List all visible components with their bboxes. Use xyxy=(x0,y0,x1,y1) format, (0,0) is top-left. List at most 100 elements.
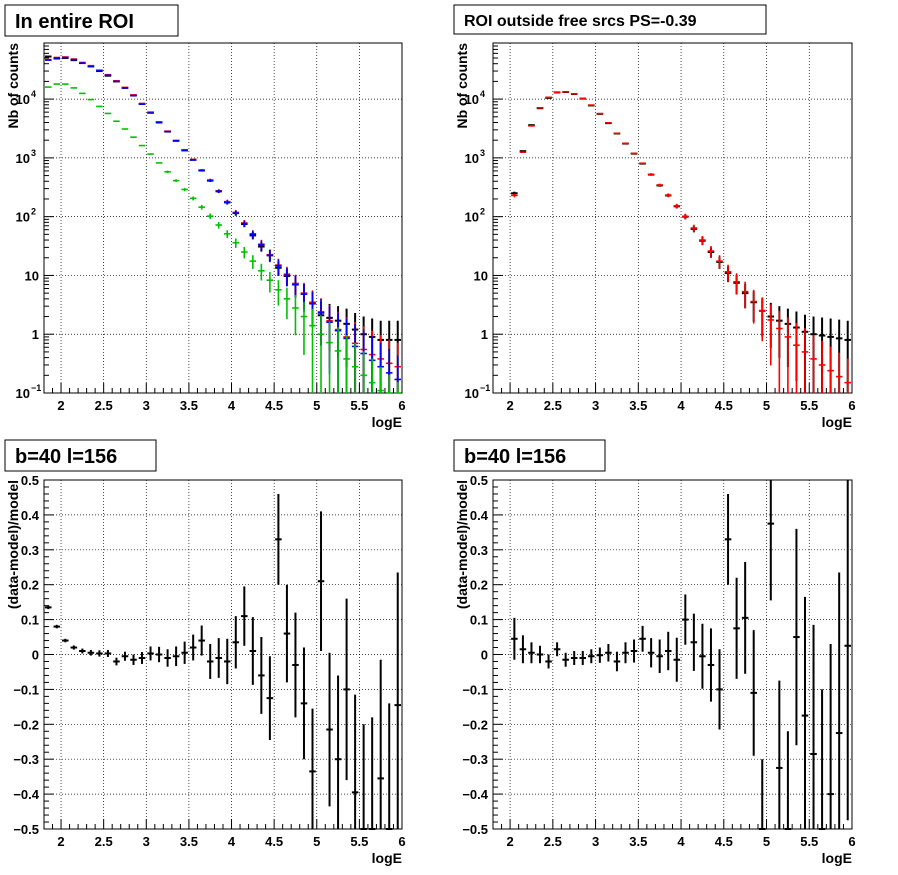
y-tick-exponent: 2 xyxy=(480,207,485,217)
panel-residuals-left: 2 2.5 3 3.5 4 4.5 5 5.5 6 −0.5 −0.4 −0.3 −0.2 −0.1 0 0.… xyxy=(4,439,406,866)
y-tick-label: 0.3 xyxy=(21,543,39,558)
y-tick-label: −0.3 xyxy=(13,752,39,767)
grid-lines xyxy=(44,43,403,394)
axis-ticks xyxy=(43,42,403,394)
y-tick-label: −0.3 xyxy=(462,752,488,767)
y-tick-exponent: −1 xyxy=(31,383,41,393)
x-tick-label: 4 xyxy=(228,398,236,413)
x-tick-label: 4 xyxy=(677,398,685,413)
plot-frame xyxy=(43,479,403,830)
x-tick-label: 2.5 xyxy=(544,834,562,849)
grid-lines xyxy=(44,479,403,830)
x-tick-label: 5.5 xyxy=(800,398,818,413)
y-tick-label: 0 xyxy=(32,648,39,663)
title-box xyxy=(4,439,157,472)
chart-title: ROI outside free srcs PS=-0.39 xyxy=(464,13,697,30)
y-tick-exponent: 3 xyxy=(480,148,485,158)
title-box xyxy=(453,4,767,35)
y-tick-label: −0.4 xyxy=(13,787,39,802)
y-tick-label: −0.2 xyxy=(462,717,488,732)
y-tick-exponent: 4 xyxy=(31,89,36,99)
x-tick-label: 4.5 xyxy=(715,834,733,849)
x-tick-label: 5 xyxy=(313,398,320,413)
x-tick-label: 4.5 xyxy=(265,834,283,849)
title-box xyxy=(453,439,606,472)
y-tick-label: 10 xyxy=(16,151,30,166)
series-model xyxy=(45,56,401,393)
x-tick-label: 4 xyxy=(677,834,685,849)
x-tick-label: 2.5 xyxy=(95,834,113,849)
axis-ticks xyxy=(492,42,853,394)
x-tick-label: 4.5 xyxy=(715,398,733,413)
y-tick-label: 0.1 xyxy=(21,613,39,628)
y-tick-label: 0.4 xyxy=(21,508,40,523)
y-tick-label: 0.5 xyxy=(21,473,39,488)
x-tick-label: 3.5 xyxy=(180,398,198,413)
x-tick-label: 3 xyxy=(592,834,599,849)
data-marks xyxy=(511,480,851,830)
y-tick-label: 0.2 xyxy=(470,578,488,593)
plot-frame xyxy=(492,42,853,394)
y-tick-label: −0.5 xyxy=(462,822,488,837)
title-box xyxy=(4,4,179,37)
x-tick-label: 2.5 xyxy=(95,398,113,413)
y-tick-label: −0.2 xyxy=(13,717,39,732)
y-tick-label: 10 xyxy=(25,268,39,283)
x-tick-label: 3 xyxy=(143,398,150,413)
y-tick-exponent: 3 xyxy=(31,148,36,158)
data-marks xyxy=(511,91,851,393)
x-axis-title: logE xyxy=(822,850,852,866)
x-tick-label: 2 xyxy=(57,398,64,413)
x-tick-label: 5.5 xyxy=(800,834,818,849)
x-tick-label: 5.5 xyxy=(350,398,368,413)
x-tick-label: 3.5 xyxy=(180,834,198,849)
plot-frame xyxy=(492,479,853,830)
axis-ticks xyxy=(492,479,853,830)
y-tick-label: 10 xyxy=(465,92,479,107)
y-tick-label: 10 xyxy=(16,386,30,401)
x-tick-label: 2 xyxy=(506,834,513,849)
x-tick-label: 3 xyxy=(143,834,150,849)
x-tick-label: 4.5 xyxy=(265,398,283,413)
y-tick-label: 0.3 xyxy=(470,543,488,558)
y-tick-exponent: 2 xyxy=(31,207,36,217)
y-tick-label: −0.4 xyxy=(462,787,488,802)
panel-residuals-right: 2 2.5 3 3.5 4 4.5 5 5.5 6 −0.5 −0.4 −0.3 −0.2 −0.1 0 0.… xyxy=(453,439,856,866)
y-tick-label: −0.1 xyxy=(462,682,488,697)
y-axis-title: (data-model)/model xyxy=(5,480,21,609)
y-tick-label: 10 xyxy=(465,210,479,225)
x-tick-label: 5 xyxy=(313,834,320,849)
y-tick-label: 0 xyxy=(481,648,488,663)
series-model xyxy=(45,83,401,394)
x-tick-label: 3.5 xyxy=(629,834,647,849)
chart-title: b=40 l=156 xyxy=(15,446,117,468)
y-tick-label: 10 xyxy=(16,92,30,107)
grid-lines xyxy=(493,479,853,830)
series-data xyxy=(511,91,851,393)
y-tick-label: 0.1 xyxy=(470,613,488,628)
x-tick-label: 5 xyxy=(763,398,770,413)
y-tick-label: 10 xyxy=(474,268,488,283)
data-marks xyxy=(45,55,401,394)
axis-ticks xyxy=(43,479,403,830)
data-marks xyxy=(45,493,401,830)
y-axis-title: Nb of counts xyxy=(454,43,470,129)
y-tick-label: 0.5 xyxy=(470,473,488,488)
x-tick-label: 6 xyxy=(398,398,405,413)
x-axis-title: logE xyxy=(372,850,402,866)
y-tick-exponent: 4 xyxy=(480,89,485,99)
x-tick-label: 2 xyxy=(506,398,513,413)
y-tick-label: 0.2 xyxy=(21,578,39,593)
y-tick-label: 1 xyxy=(32,327,39,342)
x-tick-label: 6 xyxy=(848,398,855,413)
y-tick-label: −0.1 xyxy=(13,682,39,697)
chart-title: In entire ROI xyxy=(15,11,134,33)
y-tick-label: 10 xyxy=(465,151,479,166)
grid-lines xyxy=(493,43,853,394)
y-tick-label: 0.4 xyxy=(470,508,489,523)
series-model xyxy=(45,56,401,393)
x-tick-label: 4 xyxy=(228,834,236,849)
